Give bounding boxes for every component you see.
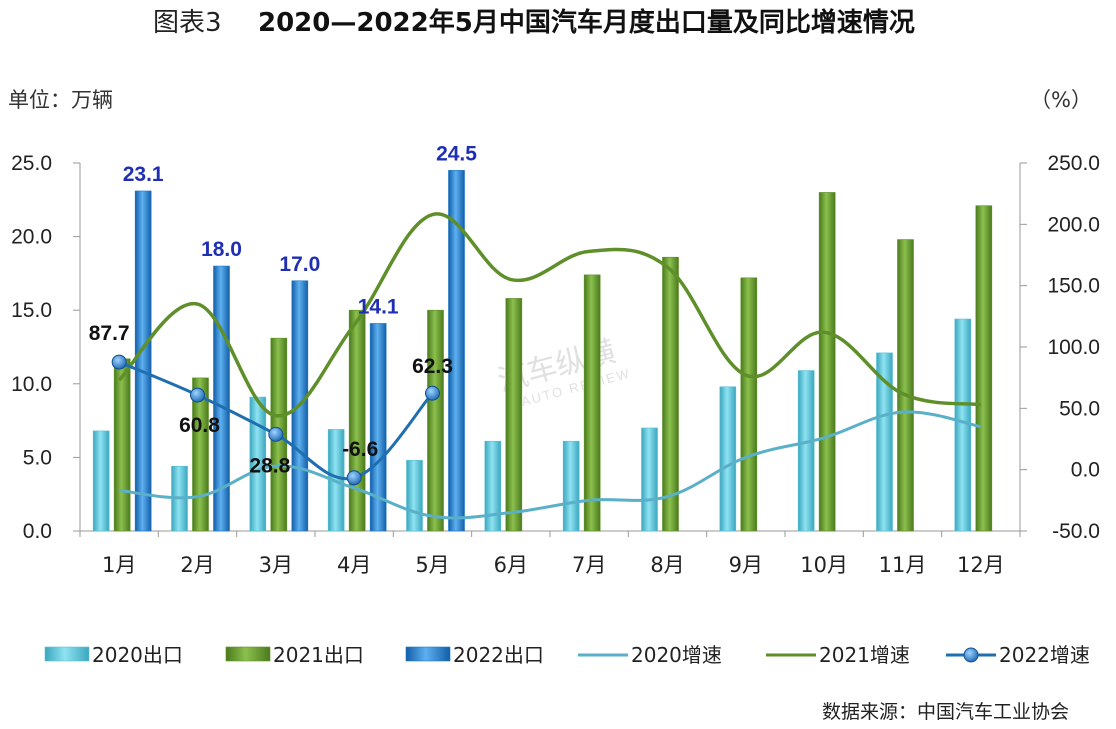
bar-2021-export [583, 274, 601, 532]
right-tick-label: 200.0 [1047, 213, 1100, 236]
category-label: 7月 [572, 553, 606, 577]
bar-2021-export [427, 309, 444, 532]
bar-2020-export [406, 460, 423, 532]
right-tick-label: 0.0 [1071, 459, 1100, 482]
axes: 0.0 5.0 10.0 15.0 20.0 25.0 -50.0 0.0 50.0 100.0 1… [11, 152, 1100, 577]
left-tick-label: 10.0 [11, 373, 52, 396]
chart-title: 2020—2022年5月中国汽车月度出口量及同比增速情况 [258, 7, 915, 38]
lines [111, 212, 982, 520]
data-labels: 23.1 18.0 17.0 14.1 24.5 87.7 60.8 28.8 -6.6 62.3 [89, 142, 478, 477]
bar-2021-export [740, 277, 758, 532]
legend-label: 2022增速 [999, 643, 1090, 667]
bar-data-label: 14.1 [358, 295, 399, 318]
right-axis-unit: （%） [1030, 88, 1092, 112]
category-label: 2月 [180, 553, 214, 577]
left-axis-unit: 单位：万辆 [8, 88, 113, 112]
point-data-label: 28.8 [249, 454, 290, 477]
category-label: 4月 [337, 553, 371, 577]
line-2022-point [425, 385, 440, 401]
left-tick-label: 20.0 [11, 226, 52, 249]
bar-2022-export [448, 170, 465, 532]
right-tick-label: 150.0 [1047, 275, 1100, 298]
bar-2021-export [505, 298, 523, 532]
bar-2021-export [113, 358, 131, 532]
line-2022-point [111, 354, 127, 370]
bar-data-label: 17.0 [279, 253, 320, 276]
category-label: 3月 [259, 553, 293, 577]
bar-2020-export [876, 352, 893, 532]
bar-data-label: 24.5 [436, 142, 477, 165]
legend-swatch [405, 646, 451, 662]
point-data-label: 62.3 [412, 355, 453, 378]
legend-marker [963, 647, 979, 663]
category-label: 5月 [415, 553, 449, 577]
category-label: 12月 [957, 553, 1005, 577]
bar-2021-export [662, 256, 679, 532]
legend-label: 2021增速 [819, 643, 910, 667]
bar-2022-export [369, 323, 387, 532]
bar-2022-export [213, 265, 230, 532]
line-2022-point [190, 387, 205, 403]
category-label: 1月 [102, 553, 136, 577]
bar-2020-export [249, 396, 267, 532]
bar-2020-export [562, 440, 580, 532]
bar-2021-export [897, 239, 914, 532]
legend-label: 2021出口 [273, 643, 364, 667]
bar-2020-export [641, 427, 658, 532]
bar-data-label: 23.1 [123, 163, 164, 186]
legend-swatch [44, 646, 90, 662]
bar-data-label: 18.0 [201, 238, 242, 261]
bar-2021-export [192, 377, 209, 532]
bar-2020-export [484, 440, 502, 532]
line-2022-point [268, 426, 284, 442]
left-tick-label: 5.0 [23, 446, 52, 469]
bar-2020-export [797, 370, 815, 532]
left-tick-label: 0.0 [23, 520, 52, 543]
source-note: 数据来源：中国汽车工业协会 [822, 701, 1069, 723]
category-label: 6月 [494, 553, 528, 577]
bar-2021-export [348, 309, 366, 532]
legend-swatch [225, 646, 271, 662]
legend-label: 2022出口 [453, 643, 544, 667]
category-label: 11月 [879, 553, 927, 577]
right-tick-label: 100.0 [1047, 336, 1100, 359]
legend-label: 2020增速 [631, 643, 722, 667]
line-2022-point [346, 470, 362, 486]
legend-label: 2020出口 [92, 643, 183, 667]
bar-2020-export [719, 386, 737, 532]
right-tick-label: 50.0 [1059, 397, 1100, 420]
left-tick-label: 25.0 [11, 152, 52, 175]
category-label: 9月 [729, 553, 763, 577]
point-data-label: -6.6 [342, 438, 378, 461]
bar-2020-export [92, 430, 110, 532]
point-data-label: 87.7 [89, 322, 130, 345]
line-2021-growth [117, 212, 982, 418]
bar-2021-export [818, 192, 836, 532]
right-tick-label: 250.0 [1047, 152, 1100, 175]
legend: 2020出口 2021出口 2022出口 2020增速 2021增速 2022增速 [44, 643, 1090, 667]
right-tick-label: -50.0 [1052, 520, 1100, 543]
left-tick-label: 15.0 [11, 299, 52, 322]
chart-title-prefix: 图表3 [153, 8, 222, 38]
bar-2022-export [134, 190, 152, 532]
line-2020-growth [119, 410, 982, 520]
category-label: 10月 [800, 553, 848, 577]
category-label: 8月 [650, 553, 684, 577]
bar-2021-export [975, 205, 993, 532]
point-data-label: 60.8 [179, 414, 220, 437]
